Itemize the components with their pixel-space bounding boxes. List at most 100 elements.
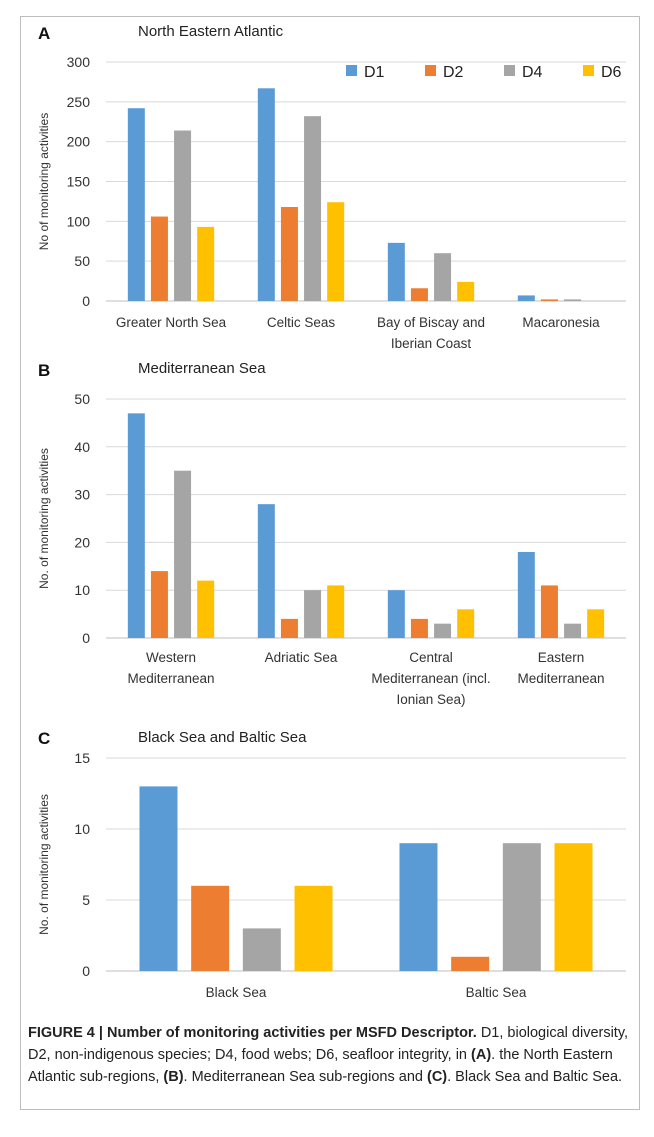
panel-a-bar-d1 <box>127 108 145 301</box>
figure-caption: FIGURE 4 | Number of monitoring activiti… <box>28 1022 640 1088</box>
panel-c-bar-d1 <box>399 843 438 971</box>
panel-c-bar-d4 <box>242 928 281 971</box>
panel-a-bar-d2 <box>540 299 558 301</box>
panel-b-ytick-label: 40 <box>74 439 90 455</box>
panel-a-ytick-label: 250 <box>67 94 91 110</box>
charts-svg: A North Eastern Atlantic05010015020025030… <box>37 23 626 1000</box>
panel-a-bar-d4 <box>434 253 452 301</box>
panel-b-bar-d6 <box>327 585 345 638</box>
panel-c-ytick-label: 5 <box>82 892 90 908</box>
panel-c-bar-d6 <box>554 843 593 971</box>
panel-a-ytick-label: 50 <box>74 253 90 269</box>
panel-a-letter: A <box>38 24 50 43</box>
panel-a-ytick-label: 200 <box>67 134 91 150</box>
panel-c-ytick-label: 15 <box>74 750 90 766</box>
panel-b-bar-d1 <box>517 551 535 638</box>
panel-b-xtick-label: Western <box>146 650 196 665</box>
panel-a-xtick-label: Celtic Seas <box>267 315 336 330</box>
legend-label-d2: D2 <box>443 64 464 81</box>
panel-b-ytick-label: 10 <box>74 582 90 598</box>
panel-c-bar-d2 <box>451 956 490 971</box>
panel-a-bar-d1 <box>517 295 535 301</box>
panel-a-bar-d6 <box>197 226 215 301</box>
panel-a-xtick-label: Bay of Biscay and <box>377 315 485 330</box>
panel-a-bar-d4 <box>304 116 322 301</box>
caption-text-2: . the North Eastern Atlantic sub-regions… <box>28 1047 613 1085</box>
legend-swatch-d6 <box>583 65 594 76</box>
panel-a-bar-d2 <box>410 288 428 301</box>
panel-b-bar-d1 <box>127 413 145 638</box>
panel-a-ytick-label: 0 <box>82 293 90 309</box>
panel-b-xtick-label: Ionian Sea) <box>396 692 465 707</box>
panel-a-title: North Eastern Atlantic <box>138 23 284 40</box>
panel-c-bar-d2 <box>191 885 230 971</box>
panel-b-xtick-label: Mediterranean <box>127 671 214 686</box>
panel-b-bar-d4 <box>304 590 322 638</box>
panel-b-bar-d1 <box>387 590 405 638</box>
panel-a-xtick-label: Macaronesia <box>522 315 600 330</box>
panel-a-ytick-label: 150 <box>67 174 91 190</box>
panel-c-ylabel: No. of monitoring activities <box>37 794 51 935</box>
panel-b-bar-d6 <box>457 609 475 638</box>
panel-c-letter: C <box>38 729 50 748</box>
caption-ref-a: (A) <box>471 1047 492 1063</box>
panel-a-ylabel: No of monitoring activities <box>37 113 51 250</box>
legend-swatch-d4 <box>504 65 515 76</box>
legend-swatch-d2 <box>425 65 436 76</box>
legend-label-d4: D4 <box>522 64 543 81</box>
panel-a-ytick-label: 300 <box>67 54 91 70</box>
legend-swatch-d1 <box>346 65 357 76</box>
panel-c-ytick-label: 0 <box>82 963 90 979</box>
panel-b-bar-d2 <box>410 618 428 638</box>
caption-text-1: D1, biological diversity, D2, non-indige… <box>28 1025 629 1063</box>
panel-a-bar-d2 <box>280 206 298 301</box>
panel-a-ytick-label: 100 <box>67 213 91 229</box>
panel-a-bar-d4 <box>564 299 582 301</box>
panel-b-bar-d1 <box>257 504 275 638</box>
panel-a-bar-d4 <box>174 130 192 301</box>
panel-c-title: Black Sea and Baltic Sea <box>138 729 307 746</box>
panel-b-xtick-label: Mediterranean <box>517 671 604 686</box>
panel-b-ylabel: No. of monitoring activities <box>37 448 51 589</box>
legend-label-d1: D1 <box>364 64 385 81</box>
panel-b-bar-d2 <box>150 571 168 638</box>
panel-b-ytick-label: 50 <box>74 391 90 407</box>
caption-ref-c: (C) <box>426 1069 448 1085</box>
panel-b-ytick-label: 0 <box>82 630 90 646</box>
caption-text-4: . Black Sea and Baltic Sea. <box>447 1069 623 1085</box>
panel-b-xtick-label: Mediterranean (incl. <box>371 671 490 686</box>
panel-b-xtick-label: Adriatic Sea <box>265 650 338 665</box>
panel-c-xtick-label: Baltic Sea <box>466 985 527 1000</box>
panel-b-ytick-label: 20 <box>74 534 90 550</box>
panel-b-ytick-label: 30 <box>74 487 90 503</box>
legend-label-d6: D6 <box>601 64 622 81</box>
panel-c-bar-d6 <box>294 885 333 971</box>
panel-b-bar-d2 <box>540 585 558 638</box>
panel-b-bar-d4 <box>564 623 582 638</box>
panel-b-bar-d6 <box>197 580 215 638</box>
panel-a-bar-d1 <box>257 88 275 301</box>
panel-a-xtick-label: Greater North Sea <box>116 315 227 330</box>
panel-a-bar-d1 <box>387 242 405 301</box>
panel-a-bar-d2 <box>150 216 168 301</box>
caption-ref-b: (B) <box>163 1069 184 1085</box>
panel-b-bar-d4 <box>174 470 192 638</box>
figure-frame <box>20 16 640 1110</box>
panel-b-bar-d4 <box>434 623 452 638</box>
panel-b-bar-d2 <box>280 618 298 638</box>
panel-c-ytick-label: 10 <box>74 821 90 837</box>
panel-a-xtick-label: Iberian Coast <box>391 336 472 351</box>
panel-c-bar-d1 <box>139 786 178 971</box>
caption-text-3: . Mediterranean Sea sub-regions and <box>183 1069 427 1085</box>
panel-b-bar-d6 <box>587 609 605 638</box>
caption-lead: FIGURE 4 | Number of monitoring activiti… <box>28 1025 477 1041</box>
panel-a-bar-d6 <box>327 202 345 301</box>
panel-b-title: Mediterranean Sea <box>138 360 266 377</box>
panel-c-xtick-label: Black Sea <box>206 985 267 1000</box>
panel-b-xtick-label: Central <box>409 650 453 665</box>
panel-b-letter: B <box>38 361 50 380</box>
panel-c-bar-d4 <box>502 843 541 971</box>
panel-a-bar-d6 <box>457 281 475 301</box>
panel-b-xtick-label: Eastern <box>538 650 585 665</box>
